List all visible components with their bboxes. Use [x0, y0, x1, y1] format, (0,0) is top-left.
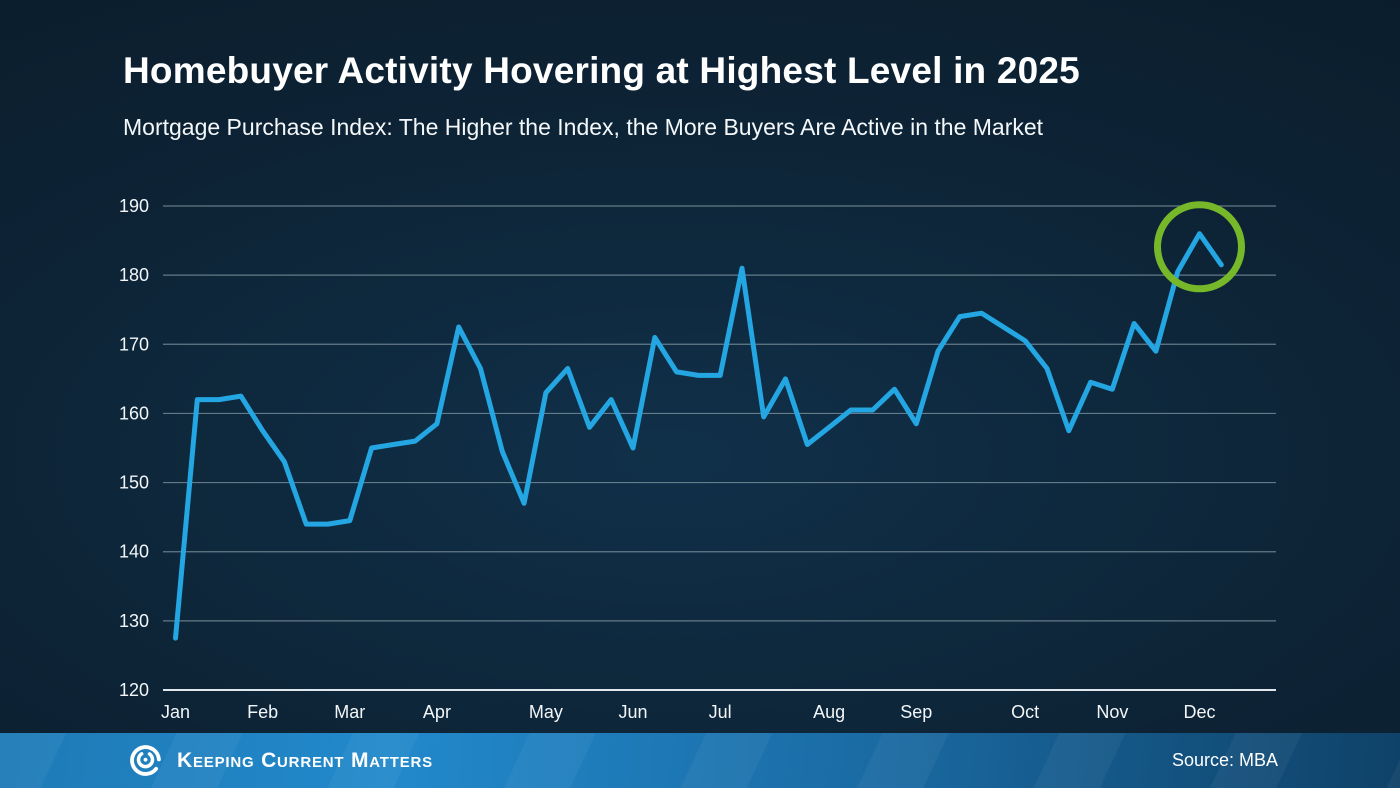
y-axis-tick-label: 160: [119, 403, 149, 423]
x-axis-month-label: Aug: [813, 702, 845, 722]
page-title: Homebuyer Activity Hovering at Highest L…: [123, 50, 1080, 91]
x-axis-month-label: Jul: [709, 702, 732, 722]
x-axis-month-label: Mar: [334, 702, 365, 722]
x-axis-month-label: Oct: [1011, 702, 1039, 722]
brand-name: Keeping Current Matters: [177, 748, 433, 772]
x-axis-month-label: Feb: [247, 702, 278, 722]
kcm-swirl-logo-icon: [130, 745, 161, 776]
x-axis-month-label: May: [529, 702, 563, 722]
x-axis-month-label: Jan: [161, 702, 190, 722]
y-axis-tick-label: 150: [119, 473, 149, 493]
x-axis-month-label: Sep: [900, 702, 932, 722]
x-axis-month-label: Nov: [1096, 702, 1128, 722]
y-axis-tick-label: 180: [119, 265, 149, 285]
purchase-index-line: [173, 231, 1224, 641]
brand-lockup: Keeping Current Matters: [127, 742, 433, 779]
y-axis-tick-label: 190: [119, 196, 149, 216]
mortgage-purchase-index-line-chart: 120 130 140 150 160 170 180 190 Jan Feb Mar Apr May J…: [119, 196, 1276, 722]
y-axis-tick-label: 170: [119, 334, 149, 354]
x-axis-month-label: Dec: [1183, 702, 1215, 722]
footer-bar: Keeping Current Matters Source: MBA: [0, 733, 1400, 788]
x-axis-month-label: Apr: [423, 702, 451, 722]
highlight-circle-annotation: [1153, 201, 1245, 293]
x-axis-month-label: Jun: [619, 702, 648, 722]
source-label: Source: MBA: [1171, 750, 1278, 770]
y-axis-tick-label: 120: [119, 680, 149, 700]
page-subtitle: Mortgage Purchase Index: The Higher the …: [123, 114, 1044, 140]
y-axis-tick-label: 140: [119, 542, 149, 562]
y-axis-tick-label: 130: [119, 611, 149, 631]
